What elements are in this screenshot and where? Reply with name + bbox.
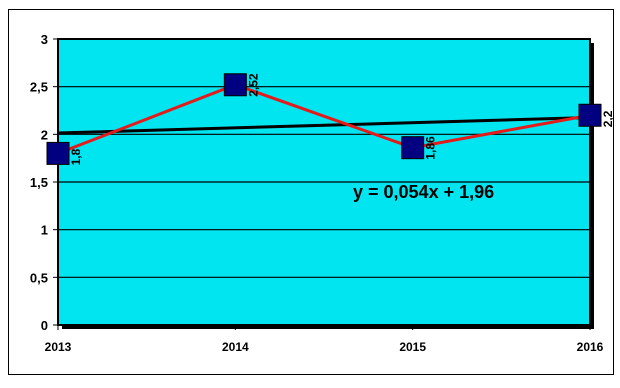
trendline xyxy=(57,116,591,135)
data-point-marker xyxy=(223,73,247,97)
data-label: 1,8 xyxy=(69,148,83,165)
data-point-marker xyxy=(578,103,602,127)
x-tick-label: 2016 xyxy=(577,340,604,354)
data-label: 1,86 xyxy=(424,136,438,160)
data-label: 2,2 xyxy=(601,110,615,127)
y-tick-label: 2 xyxy=(41,127,48,142)
series-line xyxy=(57,83,591,155)
y-tick-label: 1 xyxy=(41,223,48,238)
x-tick-label: 2013 xyxy=(45,340,72,354)
x-tick-label: 2015 xyxy=(399,340,426,354)
y-tick-label: 0 xyxy=(41,318,48,333)
trendline-equation: y = 0,054x + 1,96 xyxy=(353,182,494,202)
y-tick-label: 1,5 xyxy=(30,175,48,190)
data-point-marker xyxy=(46,141,70,165)
y-tick-label: 0,5 xyxy=(30,270,48,285)
data-label: 2,52 xyxy=(246,73,260,97)
y-tick-label: 3 xyxy=(41,32,48,47)
data-point-marker xyxy=(401,136,425,160)
y-tick-label: 2,5 xyxy=(30,80,48,95)
x-tick-label: 2014 xyxy=(222,340,249,354)
